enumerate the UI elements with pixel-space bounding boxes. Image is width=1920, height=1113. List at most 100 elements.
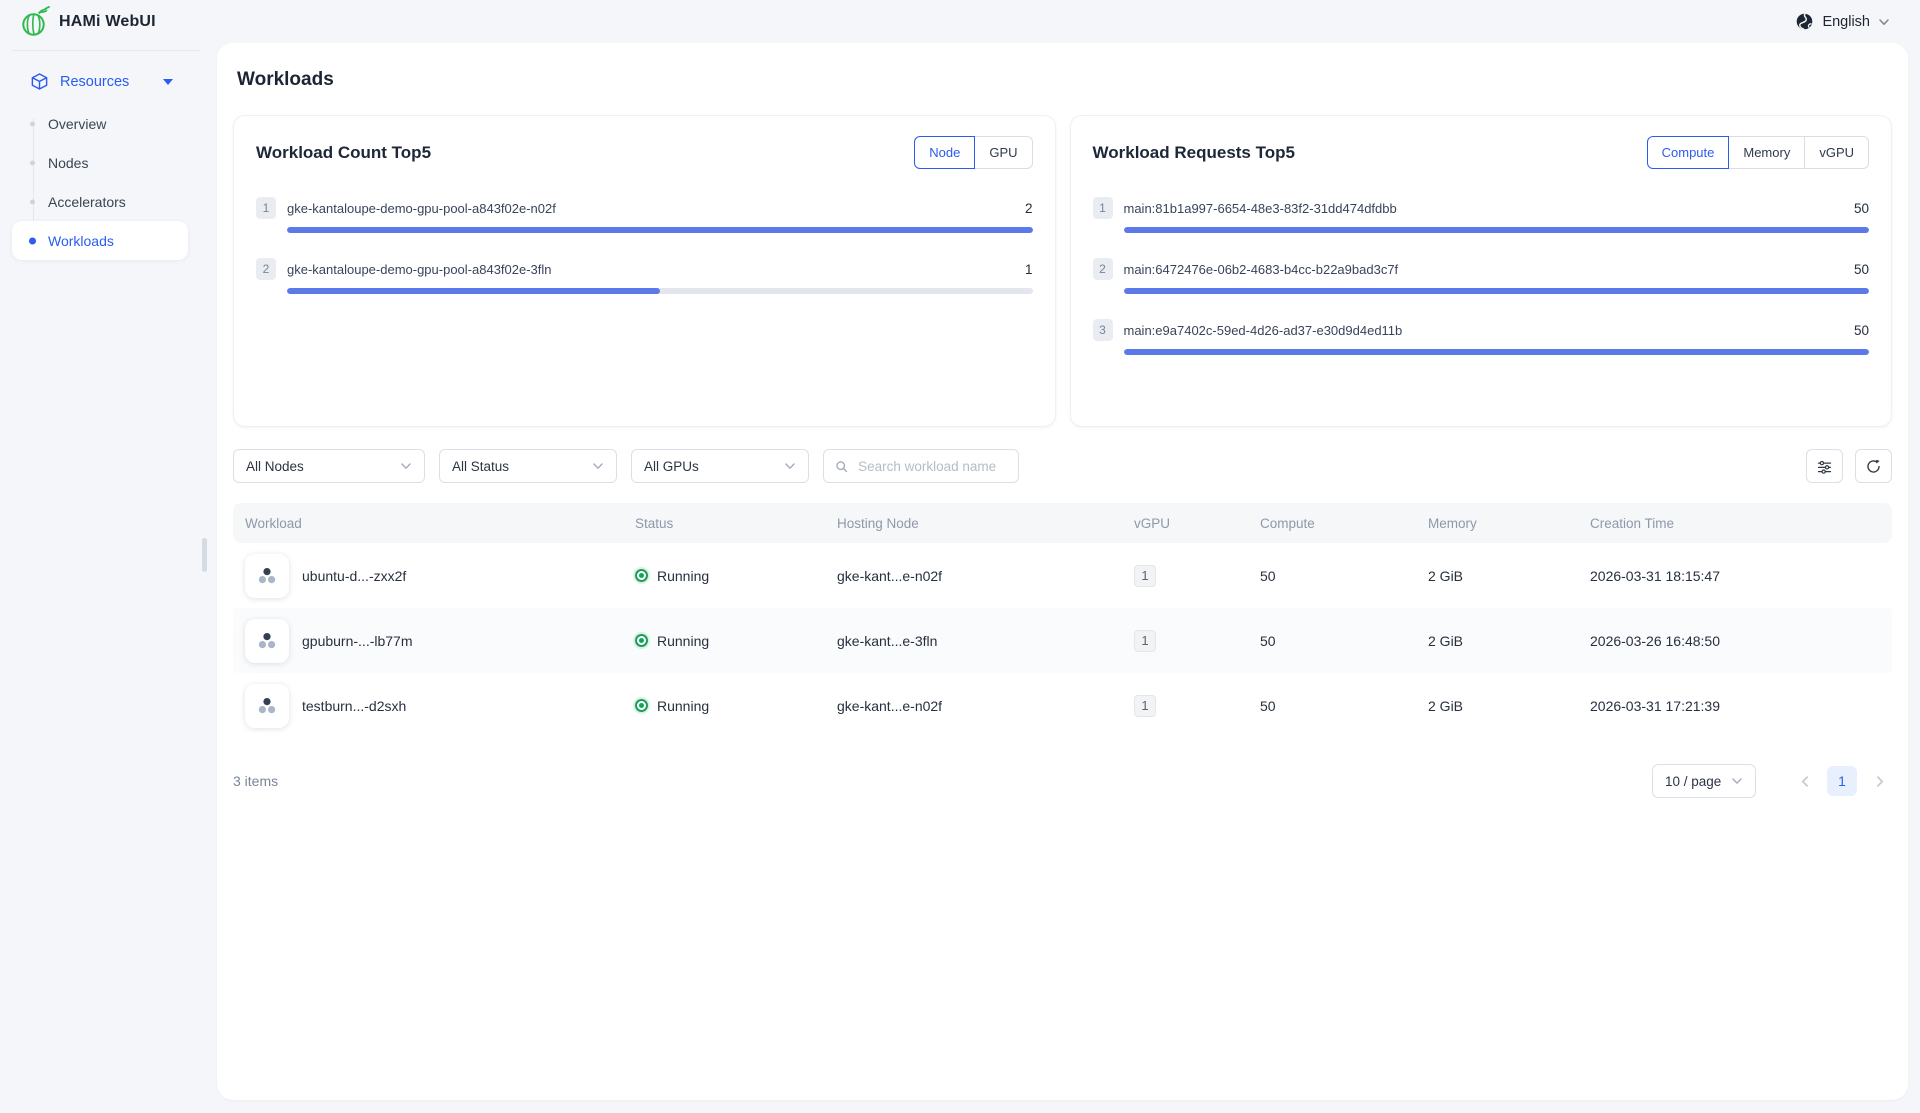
node-filter-value: All Nodes [246,459,304,474]
chevron-down-icon [400,460,412,472]
sidebar-item-label: Workloads [48,233,114,249]
table-row[interactable]: gpuburn-...-lb77m Running gke-kant...e-3… [233,608,1892,673]
chevron-down-icon [1731,775,1743,787]
vgpu-count-badge: 1 [1134,630,1156,652]
toggle-vgpu-button[interactable]: vGPU [1804,136,1869,169]
rank-badge: 2 [1093,258,1113,280]
creation-time: 2026-03-26 16:48:50 [1578,633,1892,649]
sidebar-item-accelerators[interactable]: Accelerators [12,182,188,221]
sidebar-item-label: Overview [48,116,106,132]
bar-track [1124,227,1870,233]
sidebar-item-overview[interactable]: Overview [12,104,188,143]
workload-cluster-icon [245,619,289,663]
bar-fill [1124,288,1870,294]
col-workload: Workload [233,516,623,531]
sidebar-item-workloads[interactable]: Workloads [12,221,188,260]
vgpu-count-badge: 1 [1134,565,1156,587]
sidebar-item-nodes[interactable]: Nodes [12,143,188,182]
next-page-button[interactable] [1866,766,1892,796]
item-bullet [30,199,35,204]
requests-bar-row: 3 main:e9a7402c-59ed-4d26-ad37-e30d9d4ed… [1093,319,1870,355]
search-input[interactable] [856,458,1007,475]
creation-time: 2026-03-31 18:15:47 [1578,568,1892,584]
toggle-node-button[interactable]: Node [914,136,975,169]
bar-fill [1124,349,1870,355]
toggle-gpu-button[interactable]: GPU [974,136,1032,169]
column-settings-button[interactable] [1806,449,1843,483]
sidebar-item-label: Nodes [48,155,88,171]
sidebar-item-label: Accelerators [48,194,126,210]
language-switcher[interactable]: English [1795,12,1890,31]
toggle-memory-button[interactable]: Memory [1728,136,1805,169]
language-label: English [1822,14,1870,30]
caret-down-icon [163,79,173,85]
refresh-button[interactable] [1855,449,1892,483]
workload-search [823,449,1019,483]
workload-count-card: Workload Count Top5 Node GPU 1 gke-kanta… [233,115,1056,427]
rank-badge: 3 [1093,319,1113,341]
requests-bar-row: 2 main:6472476e-06b2-4683-b4cc-b22a9bad3… [1093,258,1870,294]
workload-name: testburn...-d2sxh [302,698,406,714]
workload-cluster-icon [245,684,289,728]
bar-value: 50 [1854,262,1869,277]
vgpu-count-badge: 1 [1134,695,1156,717]
top-bar: HAMi WebUI English [0,0,1920,43]
workload-name: gpuburn-...-lb77m [302,633,413,649]
gpu-filter-select[interactable]: All GPUs [631,449,809,483]
status-running-icon [635,634,648,647]
sidebar-section-resources[interactable]: Resources [12,63,201,100]
item-bullet [30,121,35,126]
col-memory: Memory [1416,516,1578,531]
chevron-down-icon [784,460,796,472]
current-page-button[interactable]: 1 [1827,766,1857,796]
bar-label: main:6472476e-06b2-4683-b4cc-b22a9bad3c7… [1124,262,1843,277]
count-bar-row: 2 gke-kantaloupe-demo-gpu-pool-a843f02e-… [256,258,1033,294]
sidebar-divider [12,50,201,51]
status-label: Running [657,568,709,584]
count-toggle-group: Node GPU [914,136,1032,169]
workload-count-title: Workload Count Top5 [256,143,431,163]
status-running-icon [635,699,648,712]
bar-value: 2 [1025,201,1033,216]
gpu-filter-value: All GPUs [644,459,699,474]
table-row[interactable]: testburn...-d2sxh Running gke-kant...e-n… [233,673,1892,738]
bar-label: main:81b1a997-6654-48e3-83f2-31dd474dfdb… [1124,201,1843,216]
chevron-right-icon [1873,775,1886,788]
chevron-down-icon [592,460,604,472]
requests-toggle-group: Compute Memory vGPU [1647,136,1869,169]
app-title: HAMi WebUI [59,13,156,31]
app-brand: HAMi WebUI [20,6,156,38]
col-compute: Compute [1248,516,1416,531]
compute-value: 50 [1248,698,1416,714]
bar-track [287,227,1033,233]
main-content-card: Workloads Workload Count Top5 Node GPU 1 [217,43,1908,1100]
bar-fill [1124,227,1870,233]
bar-fill [287,288,660,294]
bar-value: 50 [1854,323,1869,338]
table-row[interactable]: ubuntu-d...-zxx2f Running gke-kant...e-n… [233,543,1892,608]
prev-page-button[interactable] [1792,766,1818,796]
toggle-compute-button[interactable]: Compute [1647,136,1730,169]
bar-label: gke-kantaloupe-demo-gpu-pool-a843f02e-n0… [287,201,1014,216]
status-filter-value: All Status [452,459,509,474]
hosting-node: gke-kant...e-n02f [825,568,1122,584]
workload-requests-title: Workload Requests Top5 [1093,143,1295,163]
bar-label: gke-kantaloupe-demo-gpu-pool-a843f02e-3f… [287,262,1014,277]
workload-name: ubuntu-d...-zxx2f [302,568,406,584]
rank-badge: 1 [1093,197,1113,219]
workload-requests-card: Workload Requests Top5 Compute Memory vG… [1070,115,1893,427]
status-filter-select[interactable]: All Status [439,449,617,483]
memory-value: 2 GiB [1416,568,1578,584]
chevron-down-icon [1878,16,1890,28]
page-size-select[interactable]: 10 / page [1652,764,1756,798]
workloads-table: Workload Status Hosting Node vGPU Comput… [233,503,1892,738]
sidebar-resize-handle[interactable] [202,538,207,572]
bar-track [287,288,1033,294]
page-title: Workloads [237,69,1892,91]
col-vgpu: vGPU [1122,516,1248,531]
node-filter-select[interactable]: All Nodes [233,449,425,483]
table-footer: 3 items 10 / page 1 [233,764,1892,798]
rank-badge: 1 [256,197,276,219]
creation-time: 2026-03-31 17:21:39 [1578,698,1892,714]
cube-icon [30,72,49,91]
